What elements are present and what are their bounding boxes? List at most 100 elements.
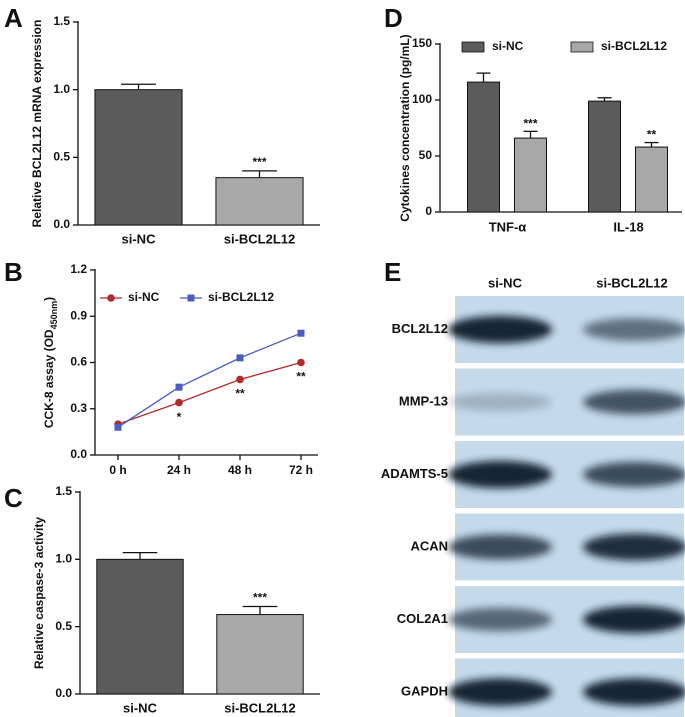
data-point <box>236 354 244 362</box>
y-axis-label: Relative caspase-3 activity <box>32 517 46 669</box>
blot-band <box>583 462 685 487</box>
y-tick-label: 50 <box>419 148 433 162</box>
data-point <box>114 423 122 431</box>
error-bar <box>121 83 156 90</box>
blot-row-label: ADAMTS-5 <box>381 466 448 481</box>
blot-row-label: BCL2L12 <box>392 321 448 336</box>
blot-band <box>448 392 552 412</box>
y-tick-label: 1.2 <box>70 262 87 276</box>
significance-label: *** <box>523 117 537 131</box>
significance-label: ** <box>296 370 306 384</box>
y-tick-label: 0.0 <box>70 447 87 461</box>
blot-band <box>583 605 685 634</box>
series-line <box>117 332 302 428</box>
blot-band <box>583 533 685 561</box>
legend-marker <box>187 294 195 302</box>
panel-letter: C <box>4 483 23 513</box>
bar <box>96 558 184 695</box>
panel-letter: A <box>4 3 23 33</box>
y-tick-label: 0.0 <box>55 686 72 700</box>
significance-label: *** <box>253 591 267 605</box>
x-tick-label: TNF-α <box>489 219 527 234</box>
error-bar <box>242 605 278 615</box>
y-tick-label: 0.3 <box>70 401 87 415</box>
y-axis-label-part: 450nm <box>49 301 59 330</box>
y-tick-label: 0.5 <box>55 619 72 633</box>
bar <box>215 177 304 226</box>
error-bar <box>242 170 277 178</box>
blot-column-label: si-NC <box>488 275 523 290</box>
x-tick-label: si-BCL2L12 <box>224 231 296 246</box>
error-bar <box>122 551 158 560</box>
blot-band <box>583 389 685 415</box>
panel-letter: B <box>4 257 23 287</box>
bar <box>216 614 304 695</box>
y-axis-label-part: CCK-8 assay (OD <box>42 329 56 428</box>
x-tick-label: IL-18 <box>613 219 643 234</box>
significance-label: * <box>177 410 182 424</box>
bar <box>94 89 183 226</box>
x-tick-label: si-NC <box>122 231 157 246</box>
blot-row-label: GAPDH <box>401 683 448 698</box>
x-tick-label: si-BCL2L12 <box>224 700 296 715</box>
y-tick-label: 100 <box>412 92 432 106</box>
y-axis-label: Relative BCL2L12 mRNA expression <box>30 20 44 228</box>
error-bar <box>644 141 659 148</box>
panel-letter: E <box>384 257 401 287</box>
y-axis-label: CCK-8 assay (OD450nm) <box>42 297 59 428</box>
data-point <box>297 358 305 367</box>
blot-row-label: COL2A1 <box>397 611 448 626</box>
legend-label: si-BCL2L12 <box>208 290 274 304</box>
bar <box>588 100 621 213</box>
blot-column-label: si-BCL2L12 <box>596 275 668 290</box>
y-axis-label-part: ) <box>42 297 56 301</box>
blot-band <box>448 678 552 706</box>
blot-row-label: MMP-13 <box>399 393 448 408</box>
y-tick-label: 1.5 <box>55 484 72 498</box>
panel-letter: D <box>384 3 403 33</box>
bar <box>514 137 547 213</box>
blot-row-label: ACAN <box>410 538 448 553</box>
error-bar <box>523 130 538 139</box>
blot-band <box>448 607 552 632</box>
y-tick-label: 0 <box>425 204 432 218</box>
blot-band <box>448 534 552 560</box>
y-tick-label: 0.0 <box>53 217 70 231</box>
x-tick-label: 0 h <box>109 463 126 477</box>
bar <box>635 146 668 213</box>
data-point <box>175 383 183 391</box>
legend-label: si-NC <box>128 290 160 304</box>
x-tick-label: 48 h <box>228 463 252 477</box>
blot-band <box>448 460 552 489</box>
blot-band <box>583 318 685 341</box>
significance-label: ** <box>647 128 657 142</box>
x-tick-label: 24 h <box>167 463 191 477</box>
x-tick-label: 72 h <box>289 463 313 477</box>
data-point <box>297 329 305 337</box>
legend-label: si-NC <box>492 39 524 53</box>
y-tick-label: 0.9 <box>70 308 87 322</box>
y-tick-label: 150 <box>412 36 432 50</box>
blot-band <box>583 678 685 706</box>
y-tick-label: 1.0 <box>53 82 70 96</box>
blot-band <box>448 315 552 344</box>
legend-label: si-BCL2L12 <box>601 39 667 53</box>
data-point <box>236 375 244 384</box>
series-line <box>117 361 302 425</box>
y-axis-label: Cytokines concentration (pg/mL) <box>398 34 412 221</box>
significance-label: *** <box>252 155 266 169</box>
legend-swatch <box>570 41 594 53</box>
y-tick-label: 1.5 <box>53 14 70 28</box>
x-tick-label: si-NC <box>123 700 158 715</box>
data-point <box>175 398 183 407</box>
error-bar <box>597 97 612 102</box>
y-tick-label: 1.0 <box>55 552 72 566</box>
legend-swatch <box>461 41 485 53</box>
legend-marker <box>107 294 115 302</box>
significance-label: ** <box>235 387 245 401</box>
error-bar <box>476 72 491 83</box>
bar <box>467 81 500 213</box>
y-tick-label: 0.5 <box>53 150 70 164</box>
y-tick-label: 0.6 <box>70 355 87 369</box>
